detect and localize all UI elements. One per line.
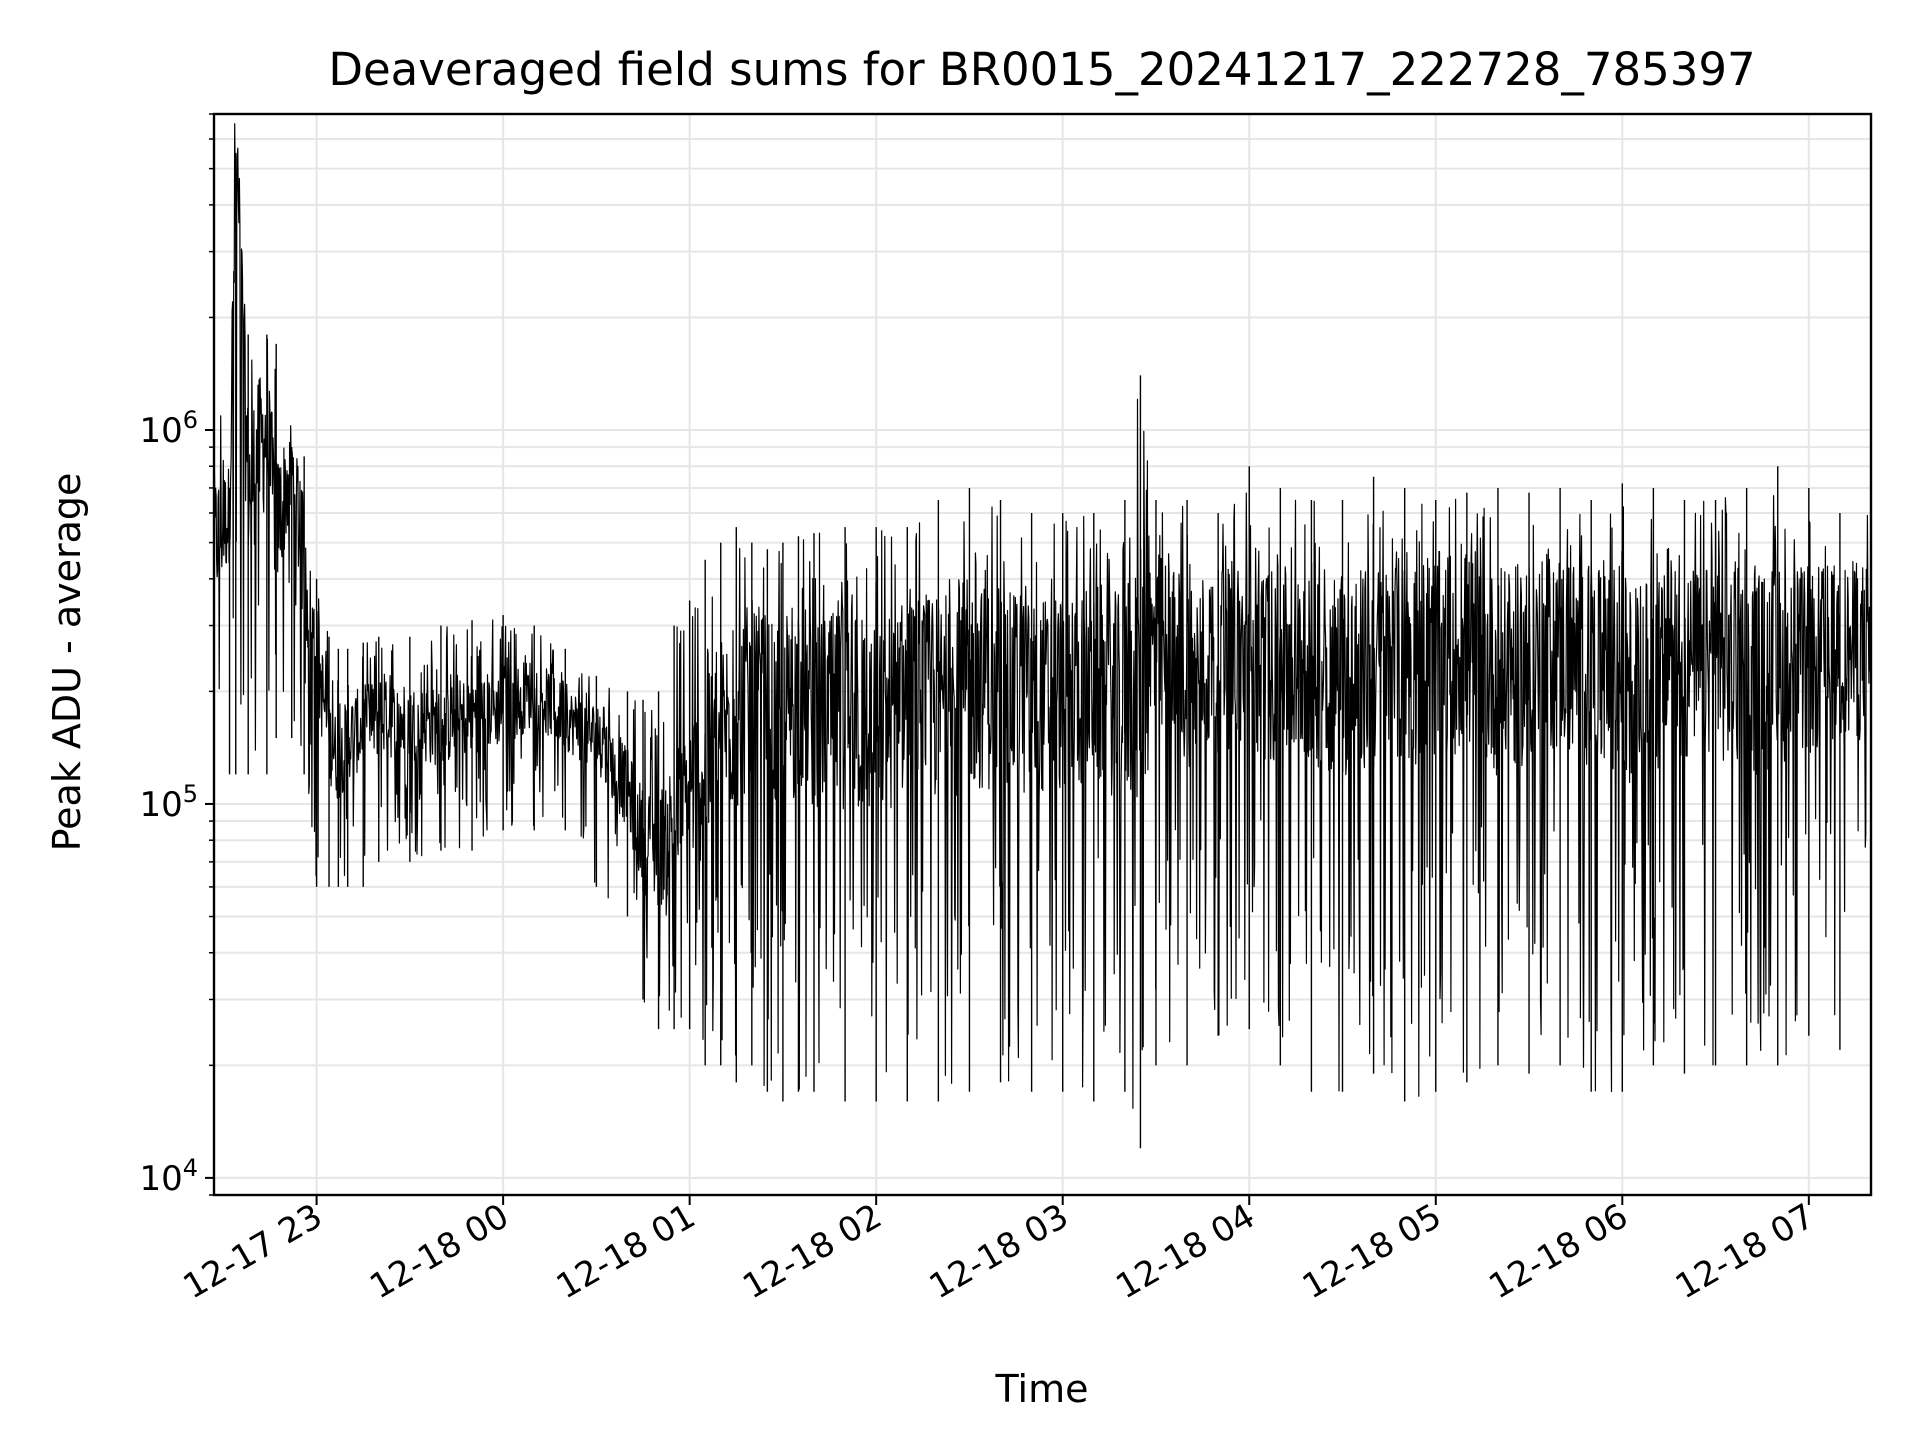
plot-frame [212, 112, 1873, 1197]
y-tick-base: 10 [139, 411, 182, 451]
x-axis-label: Time [995, 1367, 1089, 1411]
y-tick-exponent: 5 [183, 780, 198, 808]
y-axis-label: Peak ADU - average [45, 473, 89, 852]
y-tick-label: 105 [139, 780, 198, 825]
data-layer [213, 123, 1872, 1149]
chart-title: Deaveraged field sums for BR0015_2024121… [328, 43, 1755, 96]
y-tick-exponent: 6 [183, 406, 198, 434]
series-line [213, 123, 1872, 1109]
y-tick-exponent: 4 [183, 1154, 198, 1182]
y-tick-label: 106 [139, 406, 198, 451]
y-tick-label: 104 [139, 1154, 198, 1199]
y-tick-base: 10 [139, 1159, 182, 1199]
y-tick-base: 10 [139, 785, 182, 825]
